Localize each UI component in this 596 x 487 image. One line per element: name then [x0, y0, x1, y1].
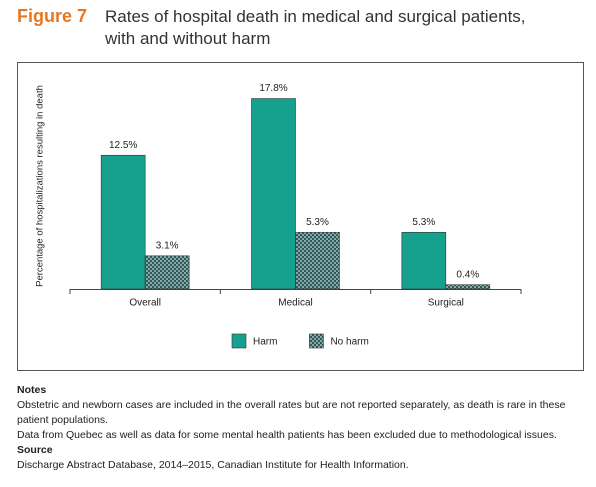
legend-swatch [309, 333, 324, 349]
bar [295, 231, 340, 290]
value-label: 0.4% [456, 269, 479, 280]
value-label: 3.1% [156, 240, 179, 251]
value-label: 5.3% [306, 217, 329, 228]
note: Obstetric and newborn cases are included… [17, 399, 566, 426]
note: Data from Quebec as well as data for som… [17, 429, 557, 441]
value-label: 17.8% [259, 83, 287, 94]
legend-swatch [231, 333, 247, 349]
notes-heading: Notes [17, 384, 47, 396]
figure-label: Figure 7 [17, 6, 88, 26]
value-label: 12.5% [109, 140, 137, 151]
legend-label: No harm [330, 337, 368, 348]
value-label: 5.3% [412, 217, 435, 228]
source-text: Discharge Abstract Database, 2014–2015, … [17, 459, 409, 471]
bar [100, 154, 146, 290]
source-heading: Source [17, 444, 53, 456]
chart: Percentage of hospitalizations resulting… [17, 62, 584, 371]
bar [144, 255, 190, 290]
legend-label: Harm [253, 337, 277, 348]
bar [401, 231, 447, 290]
bar [251, 98, 296, 290]
chart-title: Rates of hospital death in medical and s… [105, 7, 526, 48]
y-axis-label: Percentage of hospitalizations resulting… [35, 85, 46, 287]
x-tick-label: Surgical [428, 298, 464, 309]
x-tick-label: Overall [129, 298, 161, 309]
bar [445, 284, 491, 290]
chart-frame [17, 62, 584, 371]
x-tick-label: Medical [278, 298, 312, 309]
notes: Notes Obstetric and newborn cases are in… [17, 383, 582, 473]
